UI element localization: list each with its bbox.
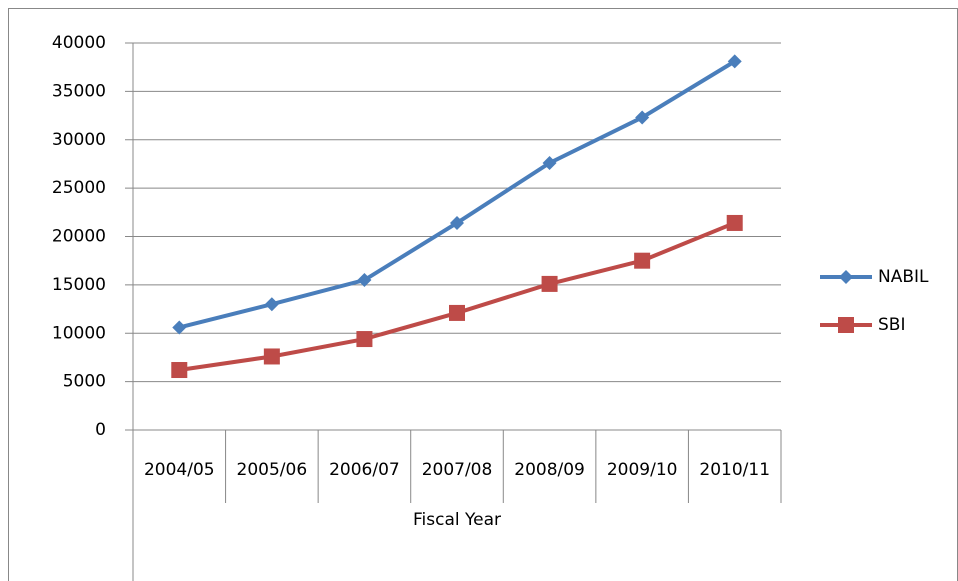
x-tick-label: 2009/10 (607, 460, 678, 480)
marker (839, 270, 853, 284)
x-tick-label: 2004/05 (144, 460, 215, 480)
y-tick-label: 10000 (52, 323, 106, 343)
x-tick-label: 2008/09 (514, 460, 585, 480)
marker (634, 252, 651, 269)
chart-frame (8, 8, 958, 581)
marker (635, 110, 650, 125)
y-tick-label: 30000 (52, 130, 106, 150)
legend-label: NABIL (878, 267, 929, 287)
marker (264, 297, 279, 312)
marker (541, 275, 558, 292)
marker (542, 155, 557, 170)
marker (726, 214, 743, 231)
marker (357, 273, 372, 288)
x-tick-label: 2006/07 (329, 460, 400, 480)
x-axis-title: Fiscal Year (413, 510, 501, 530)
marker (172, 320, 187, 335)
marker (171, 362, 188, 379)
y-tick-label: 0 (95, 420, 106, 440)
marker (727, 54, 742, 69)
legend-label: SBI (878, 315, 905, 335)
y-tick-label: 5000 (63, 372, 106, 392)
x-tick-label: 2007/08 (422, 460, 493, 480)
x-tick-label: 2010/11 (699, 460, 770, 480)
y-tick-label: 25000 (52, 178, 106, 198)
y-tick-label: 40000 (52, 33, 106, 53)
y-tick-label: 20000 (52, 227, 106, 247)
y-tick-label: 15000 (52, 275, 106, 295)
marker (356, 331, 373, 348)
marker (450, 215, 464, 230)
marker (449, 304, 465, 321)
marker (263, 348, 280, 365)
marker (838, 317, 854, 333)
x-tick-label: 2005/06 (237, 460, 308, 480)
y-tick-label: 35000 (52, 81, 106, 101)
